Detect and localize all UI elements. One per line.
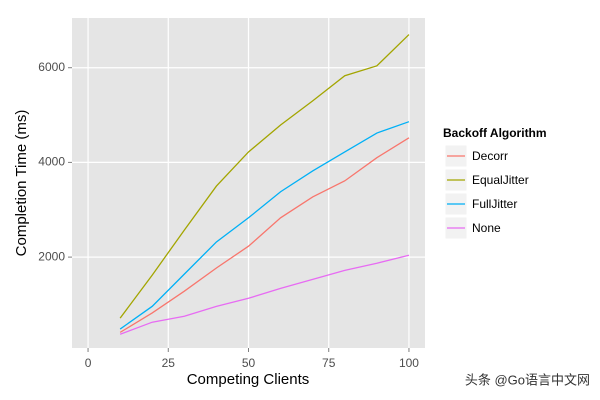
x-tick-label: 75 — [322, 356, 336, 370]
legend-title: Backoff Algorithm — [443, 126, 547, 140]
line — [119, 254, 410, 335]
watermark: 头条 @Go语言中文网 — [465, 372, 590, 387]
line — [119, 34, 410, 319]
y-tick-label: 2000 — [38, 249, 65, 263]
line — [119, 121, 410, 330]
y-tick-label: 6000 — [38, 60, 65, 74]
x-tick-label: 25 — [162, 356, 176, 370]
y-axis-title: Completion Time (ms) — [13, 110, 30, 257]
legend-label: EqualJitter — [472, 173, 529, 187]
x-axis-title: Competing Clients — [187, 371, 310, 388]
legend-label: Decorr — [472, 149, 508, 163]
line — [119, 137, 410, 333]
y-tick-label: 4000 — [38, 155, 65, 169]
legend-label: FullJitter — [472, 197, 517, 211]
x-tick-label: 100 — [399, 356, 419, 370]
x-tick-label: 0 — [85, 356, 92, 370]
legend-label: None — [472, 221, 501, 235]
x-tick-label: 50 — [242, 356, 256, 370]
